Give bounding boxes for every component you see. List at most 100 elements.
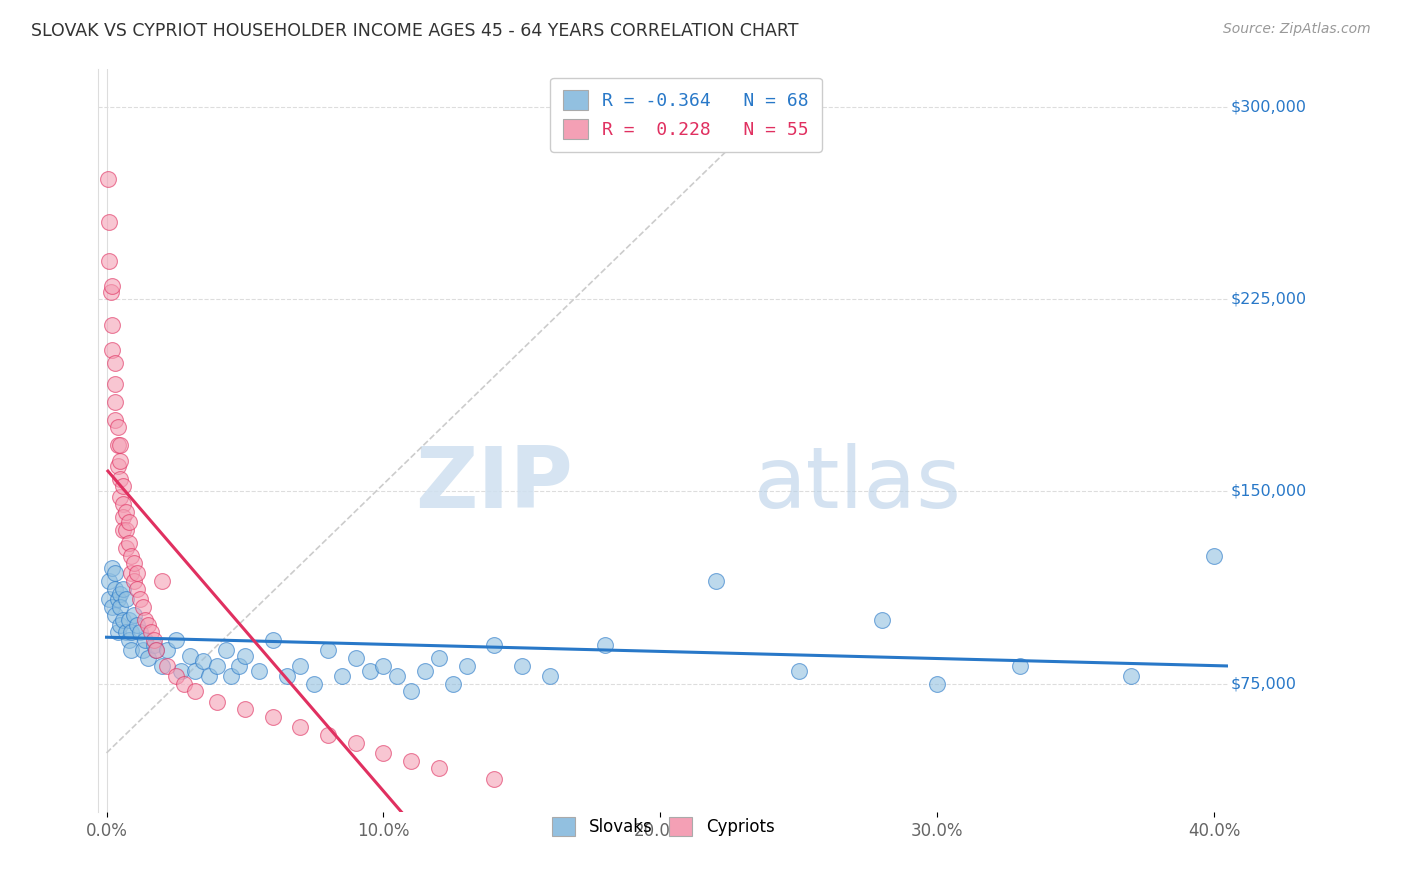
Point [104, 566, 127, 581]
Point [107, 438, 129, 452]
Point [115, 505, 138, 519]
Point [316, 728, 339, 742]
Point [120, 566, 142, 581]
Point [122, 607, 145, 622]
Point [118, 613, 141, 627]
Point [247, 664, 270, 678]
Point [179, 648, 201, 663]
Point [150, 658, 173, 673]
Point [110, 587, 132, 601]
Point [118, 633, 141, 648]
Point [330, 669, 353, 683]
Point [112, 510, 135, 524]
Point [98, 215, 121, 229]
Point [125, 617, 148, 632]
Point [115, 541, 138, 555]
Text: $225,000: $225,000 [1230, 292, 1306, 307]
Point [184, 664, 207, 678]
Text: SLOVAK VS CYPRIOT HOUSEHOLDER INCOME AGES 45 - 64 YEARS CORRELATION CHART: SLOVAK VS CYPRIOT HOUSEHOLDER INCOME AGE… [31, 22, 799, 40]
Point [304, 676, 326, 690]
Point [118, 515, 141, 529]
Point [122, 574, 145, 589]
Point [344, 736, 367, 750]
Text: $75,000: $75,000 [1230, 676, 1296, 691]
Point [107, 625, 129, 640]
Point [104, 582, 127, 596]
Point [1204, 549, 1226, 563]
Point [290, 720, 312, 734]
Point [184, 684, 207, 698]
Point [122, 556, 145, 570]
Point [131, 599, 153, 614]
Point [128, 625, 150, 640]
Point [173, 676, 195, 690]
Point [233, 702, 256, 716]
Point [101, 599, 124, 614]
Point [101, 318, 124, 332]
Text: $150,000: $150,000 [1230, 484, 1306, 499]
Point [104, 394, 127, 409]
Point [373, 746, 395, 760]
Point [112, 479, 135, 493]
Point [134, 633, 156, 648]
Point [107, 592, 129, 607]
Point [98, 253, 121, 268]
Point [115, 523, 138, 537]
Text: ZIP: ZIP [415, 443, 572, 526]
Point [110, 472, 132, 486]
Point [344, 651, 367, 665]
Point [110, 438, 132, 452]
Point [104, 607, 127, 622]
Point [413, 664, 436, 678]
Point [110, 490, 132, 504]
Point [214, 643, 236, 657]
Point [107, 458, 129, 473]
Legend: Slovaks, Cypriots: Slovaks, Cypriots [544, 809, 783, 845]
Point [704, 574, 727, 589]
Point [156, 658, 179, 673]
Point [97, 171, 120, 186]
Point [510, 658, 533, 673]
Point [104, 413, 127, 427]
Point [198, 669, 221, 683]
Point [262, 710, 284, 724]
Point [484, 638, 506, 652]
Point [219, 669, 242, 683]
Point [207, 658, 229, 673]
Point [142, 633, 165, 648]
Point [101, 279, 124, 293]
Point [262, 633, 284, 648]
Point [112, 582, 135, 596]
Point [104, 356, 127, 370]
Text: $300,000: $300,000 [1230, 100, 1306, 114]
Point [399, 684, 422, 698]
Point [1121, 669, 1143, 683]
Point [118, 535, 141, 549]
Point [593, 638, 616, 652]
Point [290, 658, 312, 673]
Point [115, 625, 138, 640]
Point [142, 638, 165, 652]
Point [359, 664, 381, 678]
Point [1010, 658, 1032, 673]
Point [787, 664, 810, 678]
Point [427, 761, 450, 775]
Point [165, 633, 187, 648]
Point [156, 643, 179, 657]
Point [207, 695, 229, 709]
Point [134, 613, 156, 627]
Point [110, 599, 132, 614]
Point [110, 453, 132, 467]
Point [276, 669, 298, 683]
Point [115, 592, 138, 607]
Point [870, 613, 893, 627]
Point [98, 592, 121, 607]
Point [125, 566, 148, 581]
Point [112, 497, 135, 511]
Point [104, 376, 127, 391]
Point [927, 676, 949, 690]
Point [484, 772, 506, 786]
Point [100, 285, 122, 299]
Text: Source: ZipAtlas.com: Source: ZipAtlas.com [1223, 22, 1371, 37]
Point [165, 669, 187, 683]
